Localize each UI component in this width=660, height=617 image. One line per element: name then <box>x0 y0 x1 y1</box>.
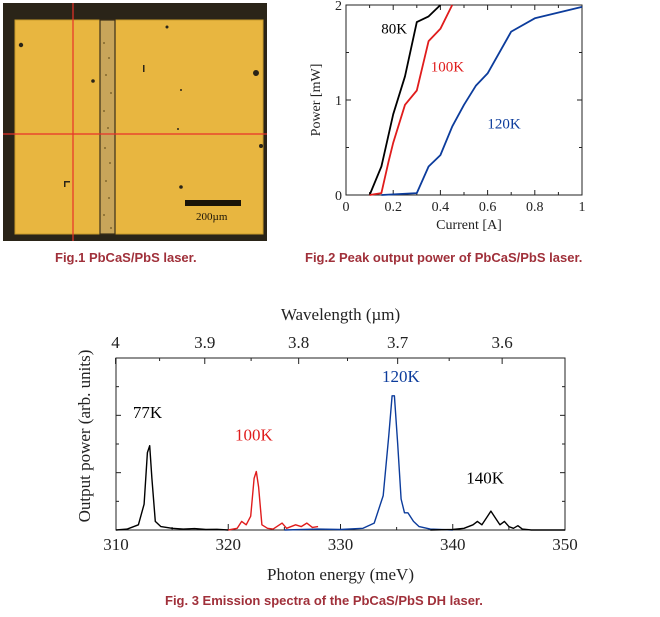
x-axis-label: Current [A] <box>436 218 502 233</box>
surface-defects <box>18 25 263 189</box>
x2-axis-label: Wavelength (µm) <box>281 305 400 324</box>
scale-bar-label: 200µm <box>196 211 228 223</box>
y-axis-label: Power [mW] <box>309 64 324 137</box>
x-tick-label: 310 <box>103 535 129 554</box>
x-tick-label: 320 <box>216 535 242 554</box>
stripe-dots <box>103 42 112 229</box>
series-line-77K <box>115 445 229 531</box>
fig1-caption: Fig.1 PbCaS/PbS laser. <box>55 250 197 265</box>
chip-edge <box>14 19 264 235</box>
series-line-120K <box>381 6 583 196</box>
y-tick-label: 0 <box>335 189 342 204</box>
x-tick-label: 350 <box>552 535 578 554</box>
plot-frame <box>115 357 566 531</box>
series-line-100K <box>369 4 454 196</box>
series-line-80K <box>368 4 442 196</box>
x2-tick-label: 4 <box>111 333 120 352</box>
micrograph-drawing: 200µm <box>3 3 267 241</box>
x2-tick-label: 3.7 <box>387 333 409 352</box>
x-tick-label: 330 <box>328 535 354 554</box>
series-label-80K: 80K <box>381 22 407 38</box>
x-tick-label: 0 <box>343 200 350 215</box>
x-tick-label: 0.4 <box>432 200 450 215</box>
scale-bar <box>185 200 241 206</box>
x-tick-label: 0.8 <box>526 200 544 215</box>
y-axis-label: Output power (arb. units) <box>75 350 94 523</box>
fig2-chart: 0 0.2 0.4 0.6 0.8 1 0 1 2 Current [A] Power [mW] 80… <box>309 0 586 233</box>
x-tick-label: 340 <box>440 535 466 554</box>
series-label-140K: 140K <box>466 469 505 488</box>
fig3-caption: Fig. 3 Emission spectra of the PbCaS/PbS… <box>165 593 483 608</box>
x2-tick-label: 3.9 <box>194 333 215 352</box>
series-label-120K: 120K <box>487 117 521 133</box>
x2-tick-label: 3.6 <box>492 333 513 352</box>
x2-tick-label: 3.8 <box>288 333 309 352</box>
y-tick-label: 1 <box>335 94 342 109</box>
series-label-100K: 100K <box>235 426 273 445</box>
fig2-caption: Fig.2 Peak output power of PbCaS/PbS las… <box>305 250 583 265</box>
chip-surface <box>15 20 263 234</box>
x-tick-label: 1 <box>579 200 586 215</box>
series-line-120K <box>284 395 453 531</box>
series-label-120K: 120K <box>382 367 421 386</box>
x-tick-label: 0.2 <box>384 200 402 215</box>
y-tick-label: 2 <box>335 0 342 14</box>
series-label-77K: 77K <box>133 403 163 422</box>
x-axis-label: Photon energy (meV) <box>267 565 414 584</box>
series-line-140K <box>430 510 565 531</box>
series-label-100K: 100K <box>431 60 465 76</box>
x-tick-label: 0.6 <box>479 200 497 215</box>
stripe-ridge <box>99 19 116 235</box>
laser-micrograph: 200µm <box>3 3 267 241</box>
series-line-100K <box>228 470 319 531</box>
